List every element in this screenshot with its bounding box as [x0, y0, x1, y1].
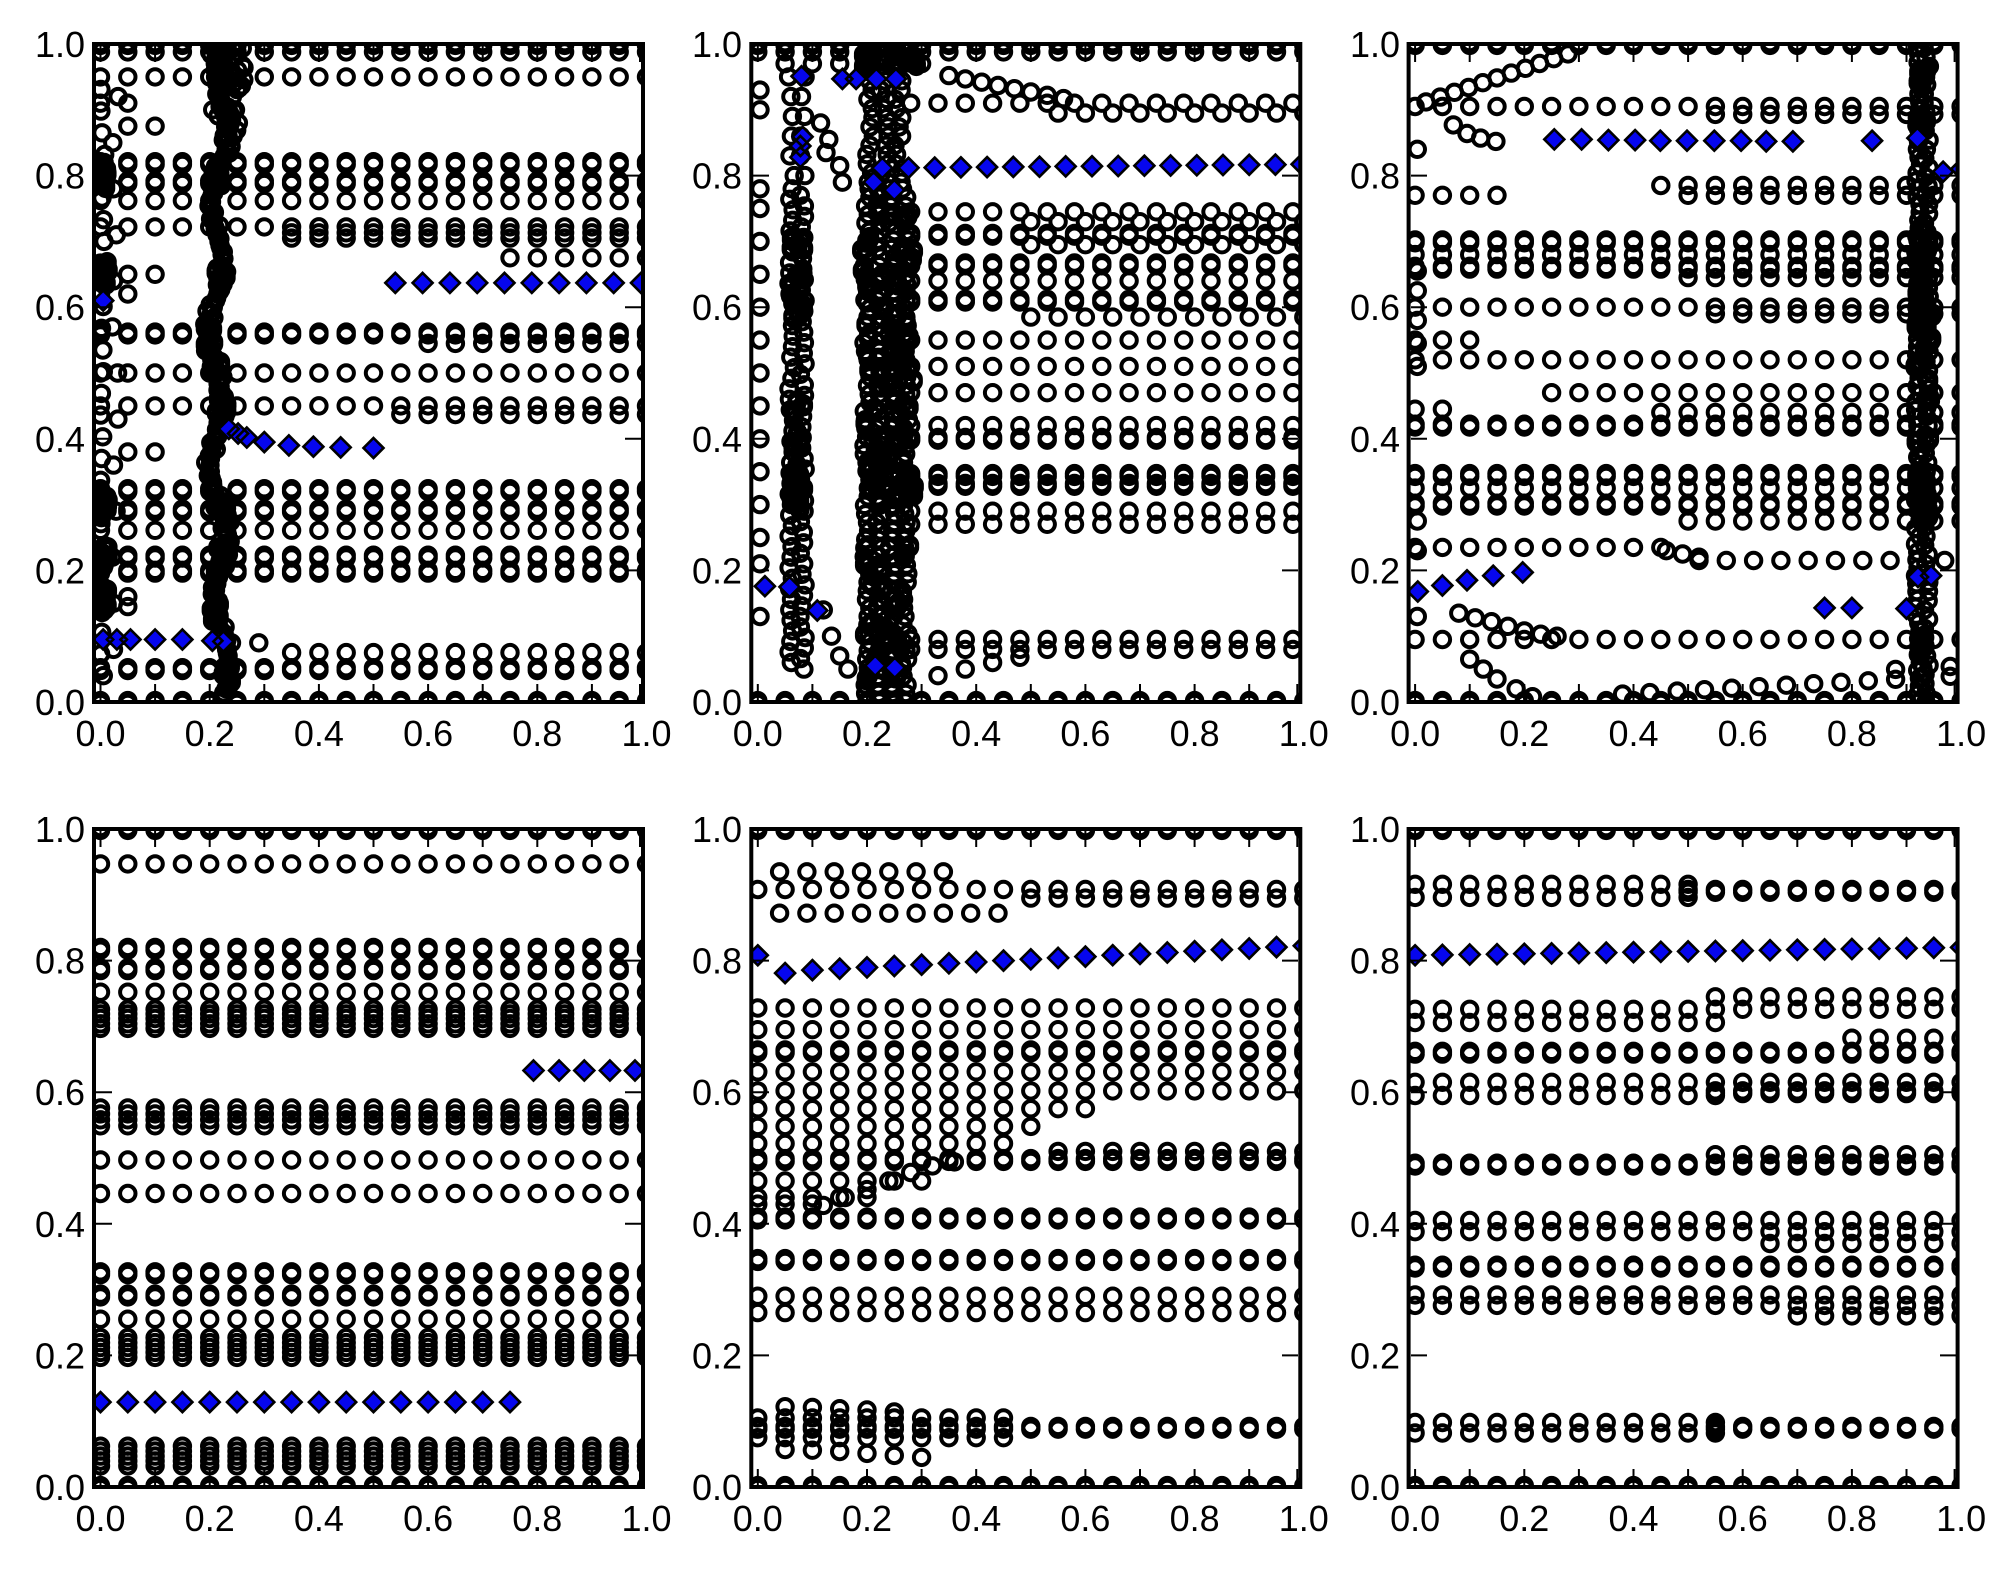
svg-text:0.6: 0.6 — [1350, 287, 1400, 328]
svg-text:0.2: 0.2 — [1499, 1498, 1549, 1539]
svg-text:0.8: 0.8 — [35, 156, 85, 197]
svg-text:0.0: 0.0 — [35, 1467, 85, 1508]
svg-text:0.0: 0.0 — [1350, 1467, 1400, 1508]
svg-text:0.2: 0.2 — [185, 1498, 235, 1539]
svg-text:0.6: 0.6 — [35, 1072, 85, 1113]
svg-text:1.0: 1.0 — [692, 809, 742, 850]
svg-text:1.0: 1.0 — [1350, 24, 1400, 65]
svg-text:0.6: 0.6 — [1718, 1498, 1768, 1539]
svg-text:0.0: 0.0 — [1390, 1498, 1440, 1539]
svg-text:0.8: 0.8 — [692, 156, 742, 197]
svg-text:0.4: 0.4 — [35, 1204, 85, 1245]
svg-text:0.0: 0.0 — [1390, 713, 1440, 754]
svg-text:0.6: 0.6 — [403, 1498, 453, 1539]
svg-text:0.4: 0.4 — [1350, 1204, 1400, 1245]
svg-text:0.4: 0.4 — [692, 1204, 742, 1245]
svg-text:0.4: 0.4 — [951, 1498, 1001, 1539]
svg-text:0.0: 0.0 — [733, 1498, 783, 1539]
svg-text:0.0: 0.0 — [75, 1498, 125, 1539]
svg-text:0.8: 0.8 — [512, 713, 562, 754]
svg-text:0.2: 0.2 — [842, 713, 892, 754]
svg-text:0.8: 0.8 — [1350, 941, 1400, 982]
svg-text:0.4: 0.4 — [1608, 713, 1658, 754]
svg-text:0.8: 0.8 — [1350, 156, 1400, 197]
svg-text:0.2: 0.2 — [1499, 713, 1549, 754]
svg-text:0.2: 0.2 — [185, 713, 235, 754]
svg-text:0.4: 0.4 — [35, 419, 85, 460]
svg-text:0.2: 0.2 — [1350, 550, 1400, 591]
svg-text:0.2: 0.2 — [1350, 1335, 1400, 1376]
svg-text:0.0: 0.0 — [692, 682, 742, 723]
svg-text:0.0: 0.0 — [75, 713, 125, 754]
svg-text:0.0: 0.0 — [1350, 682, 1400, 723]
svg-text:0.2: 0.2 — [35, 550, 85, 591]
svg-text:0.6: 0.6 — [403, 713, 453, 754]
svg-text:0.8: 0.8 — [35, 941, 85, 982]
svg-text:1.0: 1.0 — [1936, 713, 1986, 754]
svg-text:0.6: 0.6 — [692, 1072, 742, 1113]
svg-text:0.4: 0.4 — [294, 1498, 344, 1539]
svg-text:1.0: 1.0 — [1279, 1498, 1329, 1539]
svg-text:0.8: 0.8 — [512, 1498, 562, 1539]
svg-text:1.0: 1.0 — [1350, 809, 1400, 850]
svg-text:0.8: 0.8 — [1170, 1498, 1220, 1539]
svg-text:1.0: 1.0 — [35, 24, 85, 65]
svg-text:0.2: 0.2 — [35, 1335, 85, 1376]
svg-text:1.0: 1.0 — [692, 24, 742, 65]
svg-text:0.6: 0.6 — [1718, 713, 1768, 754]
svg-text:0.6: 0.6 — [692, 287, 742, 328]
svg-text:0.6: 0.6 — [1350, 1072, 1400, 1113]
svg-text:0.8: 0.8 — [1827, 1498, 1877, 1539]
svg-text:0.8: 0.8 — [1170, 713, 1220, 754]
svg-text:0.8: 0.8 — [1827, 713, 1877, 754]
svg-text:0.2: 0.2 — [842, 1498, 892, 1539]
svg-text:0.4: 0.4 — [294, 713, 344, 754]
svg-text:0.2: 0.2 — [692, 1335, 742, 1376]
svg-text:0.4: 0.4 — [951, 713, 1001, 754]
svg-text:0.0: 0.0 — [692, 1467, 742, 1508]
svg-text:1.0: 1.0 — [621, 1498, 671, 1539]
svg-text:0.6: 0.6 — [1060, 1498, 1110, 1539]
svg-text:1.0: 1.0 — [1279, 713, 1329, 754]
svg-text:1.0: 1.0 — [621, 713, 671, 754]
svg-text:0.6: 0.6 — [1060, 713, 1110, 754]
svg-text:0.4: 0.4 — [1608, 1498, 1658, 1539]
svg-text:0.4: 0.4 — [1350, 419, 1400, 460]
svg-text:0.8: 0.8 — [692, 941, 742, 982]
svg-text:0.4: 0.4 — [692, 419, 742, 460]
svg-text:1.0: 1.0 — [35, 809, 85, 850]
svg-text:0.0: 0.0 — [733, 713, 783, 754]
svg-text:0.6: 0.6 — [35, 287, 85, 328]
svg-text:1.0: 1.0 — [1936, 1498, 1986, 1539]
svg-text:0.2: 0.2 — [692, 550, 742, 591]
svg-text:0.0: 0.0 — [35, 682, 85, 723]
